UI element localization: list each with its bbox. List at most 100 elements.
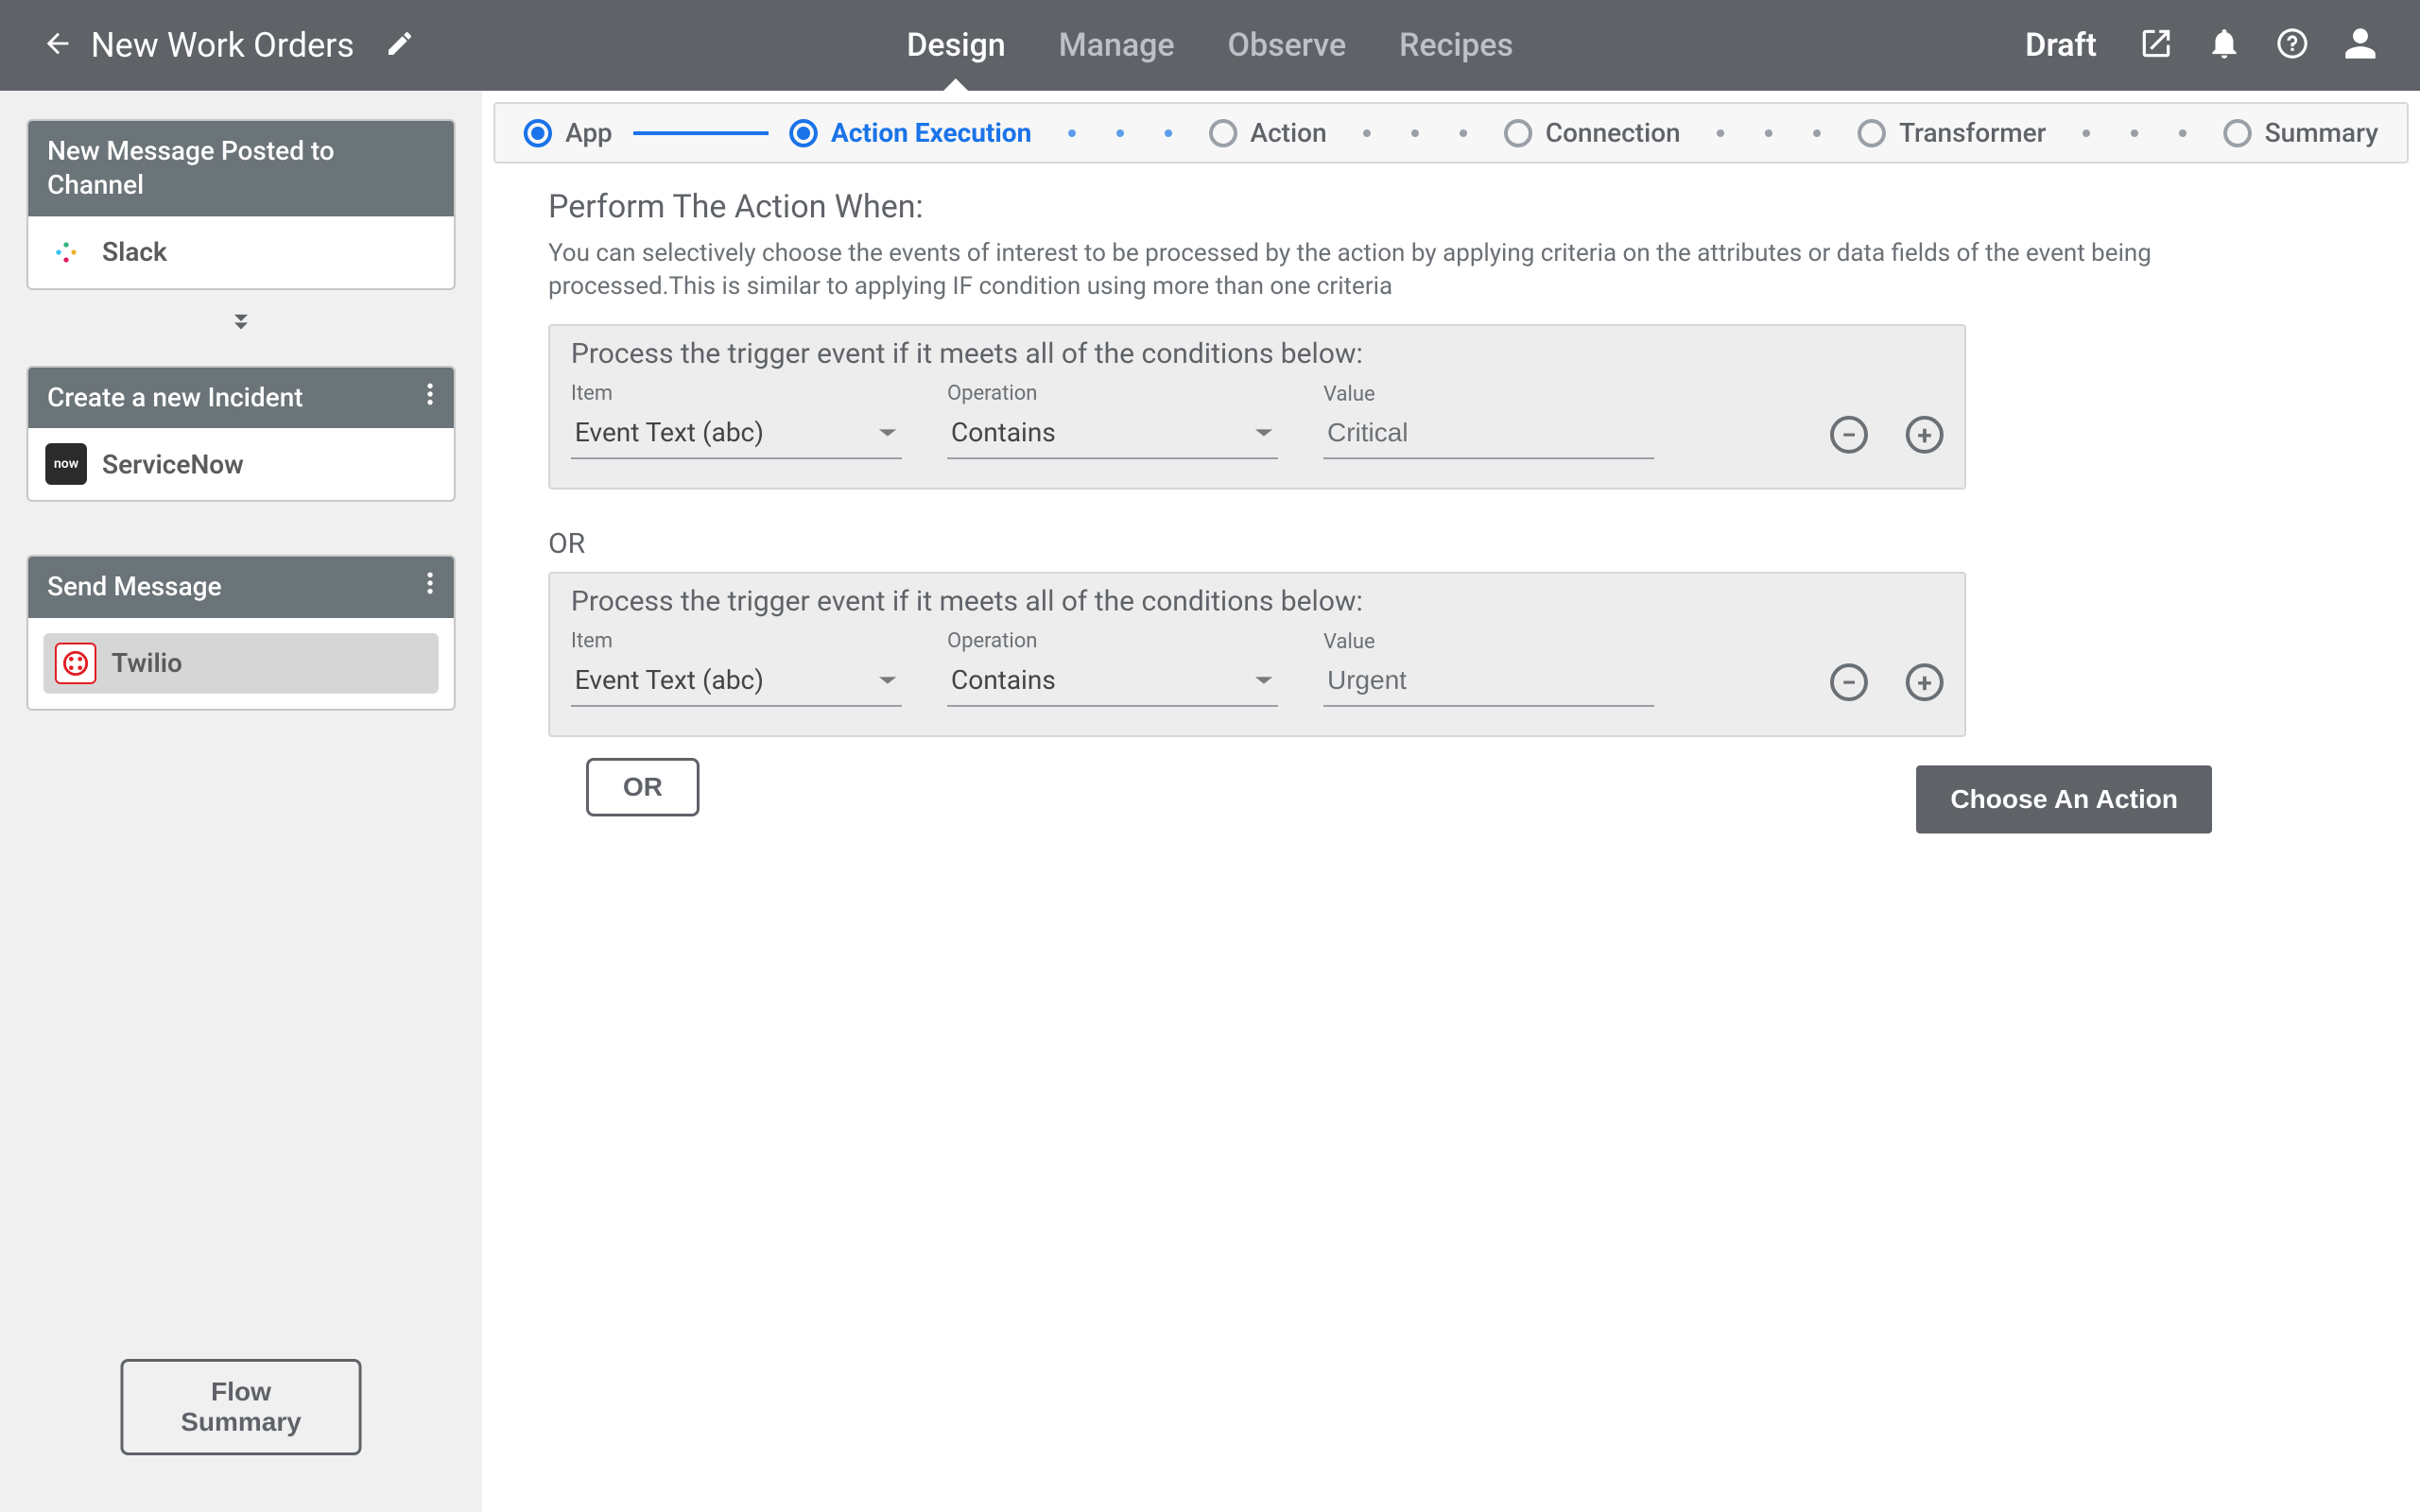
condition-value-field: Value [1323,630,1654,707]
step-connector [2067,129,2203,137]
field-label: Item [571,382,902,405]
main-layout: New Message Posted to Channel Slack Crea… [0,91,2420,1512]
choose-action-button[interactable]: Choose An Action [1916,765,2212,833]
step-action-execution[interactable]: Action Execution [789,117,1031,148]
chevron-down-icon [877,674,898,687]
section-description: You can selectively choose the events of… [548,237,2269,303]
select-value: Event Text (abc) [575,417,764,448]
step-action[interactable]: Action [1209,117,1327,148]
condition-value-field: Value [1323,383,1654,459]
radio-unchecked-icon [2223,119,2252,147]
card-app-name: Twilio [112,647,182,679]
remove-condition-button[interactable]: − [1830,416,1868,454]
step-app[interactable]: App [524,117,613,148]
row-actions: − + [1830,416,1944,459]
tab-manage[interactable]: Manage [1059,0,1175,91]
item-select[interactable]: Event Text (abc) [571,411,902,459]
condition-block-2: Process the trigger event if it meets al… [548,572,1966,737]
user-icon[interactable] [2342,26,2378,65]
card-header: Create a new Incident [28,368,454,428]
condition-item-field: Item Event Text (abc) [571,629,902,707]
value-input[interactable] [1327,418,1651,448]
step-label: Transformer [1899,117,2047,148]
card-header: New Message Posted to Channel [28,121,454,216]
tab-observe[interactable]: Observe [1228,0,1346,91]
condition-title: Process the trigger event if it meets al… [571,337,1944,370]
title-group: New Work Orders [42,26,415,65]
step-connector [1348,129,1483,137]
twilio-icon [55,643,96,684]
field-label: Operation [947,629,1278,653]
condition-operation-field: Operation Contains [947,629,1278,707]
step-transformer[interactable]: Transformer [1858,117,2047,148]
condition-block-1: Process the trigger event if it meets al… [548,324,1966,490]
step-summary[interactable]: Summary [2223,117,2378,148]
top-header: New Work Orders Design Manage Observe Re… [0,0,2420,91]
item-select[interactable]: Event Text (abc) [571,659,902,707]
condition-operation-field: Operation Contains [947,382,1278,459]
card-body[interactable]: Twilio [43,633,439,694]
flow-summary-button[interactable]: Flow Summary [121,1359,362,1455]
card-title: Create a new Incident [47,381,303,415]
add-condition-button[interactable]: + [1906,416,1944,454]
workflow-card-trigger[interactable]: New Message Posted to Channel Slack [26,119,456,290]
chevron-down-icon [1253,426,1274,439]
chevron-down-icon [877,426,898,439]
step-connector [633,131,769,135]
workflow-card-action-1[interactable]: Create a new Incident now ServiceNow [26,366,456,502]
step-connection[interactable]: Connection [1504,117,1681,148]
condition-row: Item Event Text (abc) Operation Contains [571,629,1944,707]
page-title: New Work Orders [91,26,354,65]
field-label: Item [571,629,902,653]
or-separator-label: OR [548,527,2354,560]
step-progress-bar: App Action Execution Action Connection T… [493,102,2409,163]
nav-tabs: Design Manage Observe Recipes [907,0,1513,91]
radio-unchecked-icon [1209,119,1237,147]
step-label: Summary [2265,117,2378,148]
radio-unchecked-icon [1858,119,1886,147]
operation-select[interactable]: Contains [947,659,1278,707]
back-arrow-icon[interactable] [42,27,74,63]
select-value: Contains [951,664,1056,696]
chevron-down-icon [1253,674,1274,687]
add-condition-button[interactable]: + [1906,663,1944,701]
header-right: Draft [2025,26,2378,65]
step-label: Connection [1546,117,1681,148]
slack-icon [45,232,87,273]
help-icon[interactable] [2274,26,2310,65]
value-input[interactable] [1327,665,1651,696]
card-header: Send Message [28,557,454,617]
select-value: Event Text (abc) [575,664,764,696]
card-app-name: Slack [102,236,167,267]
servicenow-icon: now [45,443,87,485]
content-inner: Perform The Action When: You can selecti… [482,163,2420,841]
section-title: Perform The Action When: [548,188,2354,226]
row-actions: − + [1830,663,1944,707]
field-label: Value [1323,630,1654,654]
open-external-icon[interactable] [2138,26,2174,65]
step-connector [1052,129,1187,137]
card-title: Send Message [47,570,222,604]
condition-row: Item Event Text (abc) Operation Contains [571,382,1944,459]
content-area: App Action Execution Action Connection T… [482,91,2420,1512]
step-connector [1702,129,1837,137]
card-app-name: ServiceNow [102,449,244,480]
tab-recipes[interactable]: Recipes [1399,0,1513,91]
edit-icon[interactable] [385,28,415,62]
workflow-card-action-2[interactable]: Send Message Twilio [26,555,456,710]
draft-status: Draft [2025,26,2097,64]
notifications-icon[interactable] [2206,26,2242,65]
tab-design[interactable]: Design [907,0,1006,91]
card-body[interactable]: now ServiceNow [28,428,454,500]
operation-select[interactable]: Contains [947,411,1278,459]
add-or-group-button[interactable]: OR [586,758,700,816]
chevron-connector-icon [26,305,456,341]
remove-condition-button[interactable]: − [1830,663,1868,701]
condition-item-field: Item Event Text (abc) [571,382,902,459]
more-icon[interactable] [425,570,435,604]
more-icon[interactable] [425,381,435,415]
card-title: New Message Posted to Channel [47,134,435,203]
card-body[interactable]: Slack [28,216,454,288]
radio-checked-icon [524,119,552,147]
condition-title: Process the trigger event if it meets al… [571,585,1944,618]
